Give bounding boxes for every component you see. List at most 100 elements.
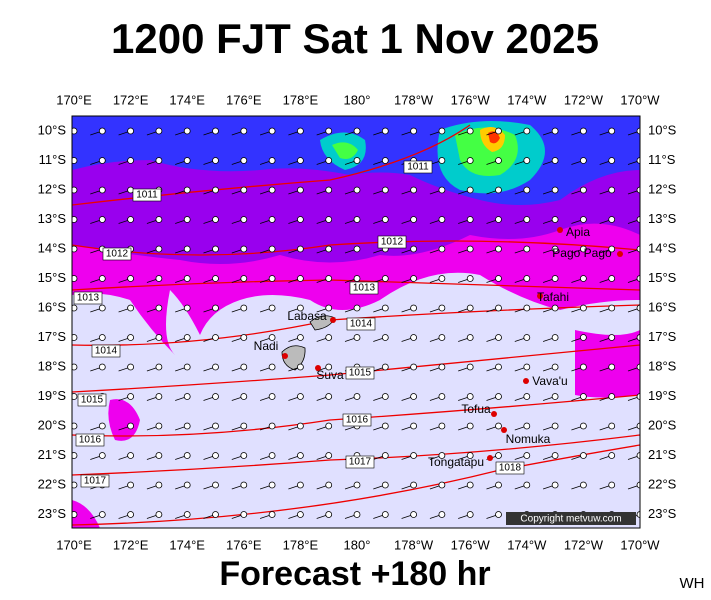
wind-station: [155, 245, 163, 253]
wind-station: [580, 275, 587, 282]
lat-label: 16°S: [648, 299, 677, 314]
place-dot: [487, 455, 493, 461]
isobar-label-box: [403, 160, 433, 174]
lon-label: 174°W: [507, 92, 547, 107]
lat-label: 15°S: [648, 270, 677, 285]
wind-station: [325, 304, 333, 312]
wind-station: [353, 216, 361, 223]
wind-station: [438, 304, 446, 312]
isobar-label: 1016: [79, 435, 102, 446]
wind-station: [296, 334, 304, 341]
wind-station: [381, 511, 389, 518]
lat-label: 14°S: [648, 240, 677, 255]
wind-station: [98, 157, 106, 164]
wind-station: [240, 275, 248, 282]
wind-station: [72, 422, 78, 430]
wind-station: [127, 275, 135, 282]
wind-station: [495, 216, 502, 223]
wind-station: [410, 245, 418, 253]
wind-station: [438, 186, 446, 194]
place-dot: [557, 227, 563, 233]
wind-station: [551, 452, 559, 459]
wind-station: [438, 245, 446, 253]
isobar-label: 1017: [349, 457, 372, 468]
wind-station: [325, 186, 333, 194]
wind-station: [72, 363, 78, 371]
isobar-label-box: [377, 235, 407, 249]
lat-label: 13°S: [648, 211, 677, 226]
wind-station: [608, 245, 616, 253]
wind-station: [551, 304, 559, 312]
wind-station: [98, 275, 106, 282]
wind-station: [240, 363, 248, 371]
wind-station: [495, 511, 502, 518]
isobar-label-box: [75, 433, 105, 447]
isobar-label-box: [73, 291, 103, 305]
wind-station: [381, 127, 389, 135]
wind-station: [466, 511, 474, 518]
wind-station: [127, 157, 135, 164]
wind-station: [466, 481, 474, 489]
wind-station: [296, 186, 304, 194]
wind-station: [523, 452, 531, 459]
wind-station: [381, 186, 389, 194]
wind-station: [523, 275, 531, 282]
wind-station: [523, 393, 531, 400]
wind-station: [240, 245, 248, 253]
wind-station: [212, 334, 219, 341]
isobar-label: 1013: [77, 293, 100, 304]
wind-station: [381, 157, 389, 164]
wind-station: [325, 127, 333, 135]
wind-station: [98, 363, 106, 371]
wind-station: [72, 393, 78, 400]
wind-station: [268, 452, 276, 459]
lon-label: 172°W: [564, 92, 604, 107]
wind-station: [495, 304, 502, 312]
wind-station: [466, 422, 474, 430]
lat-label: 18°S: [38, 358, 67, 373]
wind-station: [127, 304, 135, 312]
lon-label: 178°W: [394, 537, 434, 552]
wind-station: [127, 481, 135, 489]
wind-station: [72, 245, 78, 253]
wind-station: [608, 127, 616, 135]
wind-station: [98, 186, 106, 194]
wind-station: [608, 452, 616, 459]
wind-station: [466, 393, 474, 400]
wind-station: [296, 363, 304, 371]
wind-station: [466, 275, 474, 282]
lat-label: 22°S: [648, 476, 677, 491]
wind-station: [466, 245, 474, 253]
wind-station: [551, 186, 559, 194]
wind-station: [580, 452, 587, 459]
wind-station: [268, 422, 276, 430]
lat-label: 10°S: [38, 122, 67, 137]
wind-station: [495, 422, 502, 430]
wind-station: [438, 127, 446, 135]
wind-station: [551, 334, 559, 341]
wind-station: [212, 511, 219, 518]
wind-station: [495, 363, 502, 371]
wind-station: [381, 216, 389, 223]
wind-station: [438, 452, 446, 459]
isobar-label: 1012: [381, 237, 404, 248]
wind-station: [212, 304, 219, 312]
wind-station: [325, 452, 333, 459]
wind-station: [183, 245, 191, 253]
isobar-label: 1017: [84, 476, 107, 487]
wind-station: [72, 481, 78, 489]
isobar-label: 1015: [81, 395, 104, 406]
wind-station: [240, 216, 248, 223]
wind-station: [580, 304, 587, 312]
place-label: Pago Pago: [552, 246, 612, 260]
wind-station: [438, 157, 446, 164]
wind-station: [98, 511, 106, 518]
wind-station: [523, 334, 531, 341]
wind-station: [268, 481, 276, 489]
isobar-label-box: [80, 474, 110, 488]
lon-label: 180°: [344, 92, 371, 107]
title: 1200 FJT Sat 1 Nov 2025: [111, 15, 599, 62]
wind-station: [183, 186, 191, 194]
lon-label: 178°E: [283, 92, 319, 107]
wind-station: [127, 363, 135, 371]
